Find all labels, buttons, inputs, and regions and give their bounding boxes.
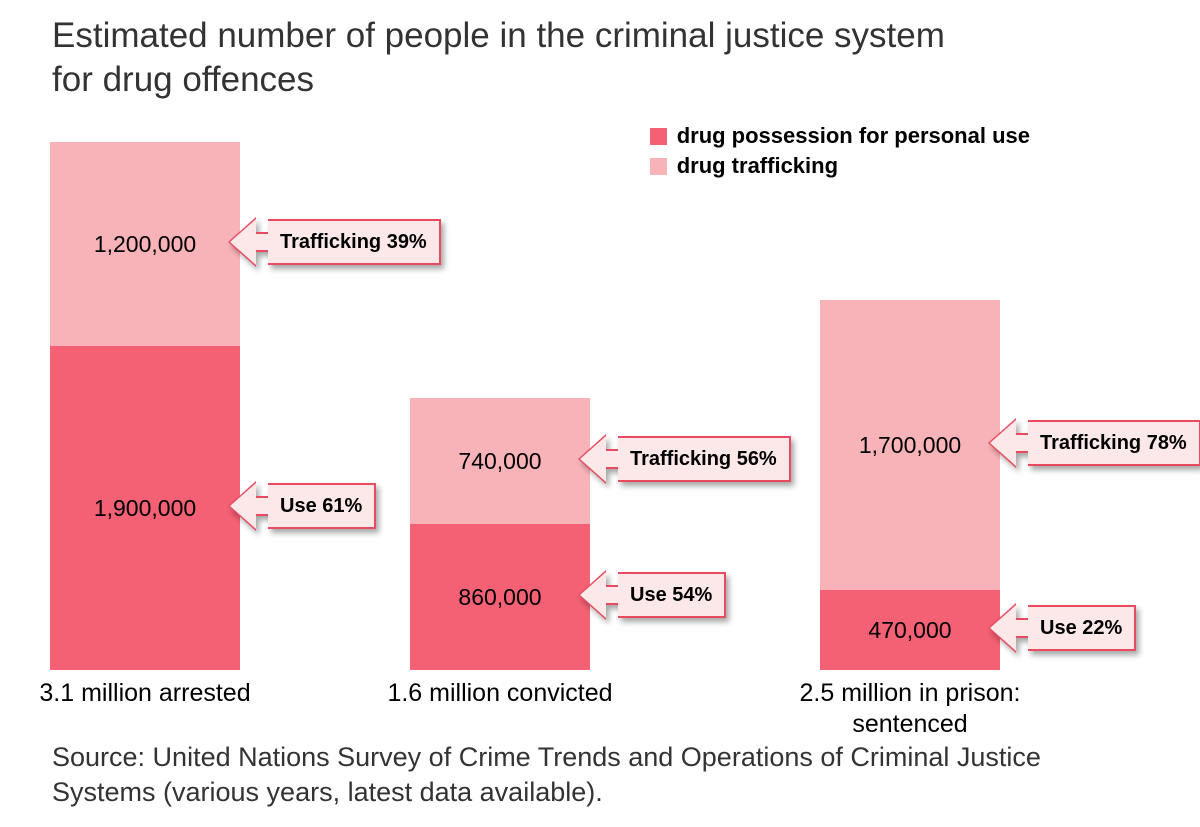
chart-area: 1,900,0001,200,0003.1 million arrestedUs… [40,140,1170,670]
bar-convicted: 860,000740,000 [410,398,590,670]
callout-neck [254,232,268,252]
callout-neck [254,496,268,516]
segment-use-arrested: 1,900,000 [50,346,240,670]
callout-label: Use 22% [1028,605,1136,651]
callout-label: Trafficking 56% [618,436,791,482]
callout-use-arrested: Use 61% [230,483,376,529]
bar-label-convicted: 1.6 million convicted [345,678,655,709]
source-citation: Source: United Nations Survey of Crime T… [52,740,1102,809]
segment-trafficking-convicted: 740,000 [410,398,590,524]
callout-label: Trafficking 39% [268,219,441,265]
bar-label-arrested: 3.1 million arrested [0,678,305,709]
callout-neck [604,585,618,605]
segment-use-prison: 470,000 [820,590,1000,670]
chart-title: Estimated number of people in the crimin… [52,14,952,102]
callout-use-convicted: Use 54% [580,572,726,618]
callout-neck [604,449,618,469]
callout-label: Use 54% [618,572,726,618]
segment-trafficking-arrested: 1,200,000 [50,142,240,346]
callout-use-prison: Use 22% [990,605,1136,651]
bar-label-prison: 2.5 million in prison: sentenced [755,678,1065,741]
callout-trafficking-arrested: Trafficking 39% [230,219,441,265]
callout-neck [1014,433,1028,453]
bar-prison: 470,0001,700,000 [820,300,1000,670]
callout-trafficking-convicted: Trafficking 56% [580,436,791,482]
callout-label: Use 61% [268,483,376,529]
bar-arrested: 1,900,0001,200,000 [50,142,240,670]
callout-label: Trafficking 78% [1028,420,1200,466]
segment-trafficking-prison: 1,700,000 [820,300,1000,590]
infographic-canvas: Estimated number of people in the crimin… [0,0,1200,827]
callout-neck [1014,618,1028,638]
segment-use-convicted: 860,000 [410,524,590,670]
callout-trafficking-prison: Trafficking 78% [990,420,1200,466]
